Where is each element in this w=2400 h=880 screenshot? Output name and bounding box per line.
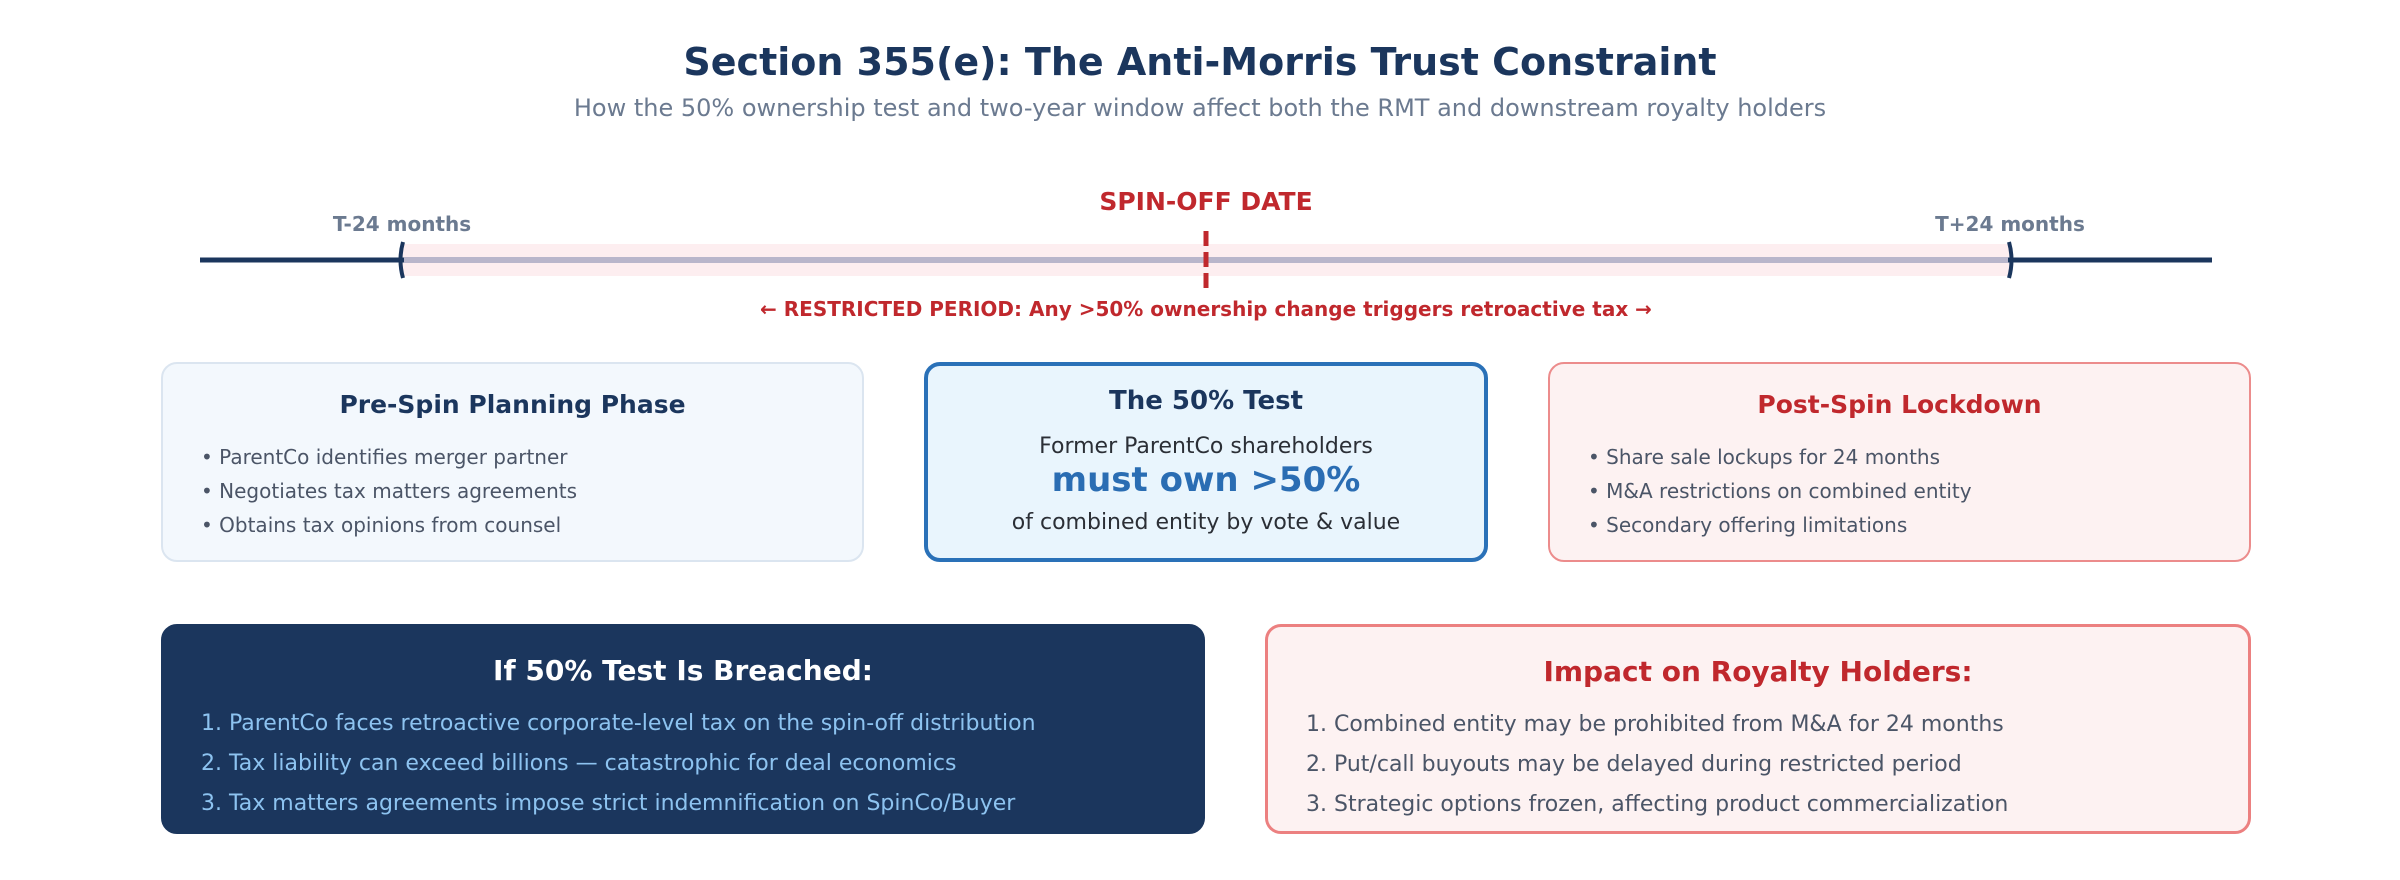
list-item: 1. ParentCo faces retroactive corporate-… bbox=[201, 711, 1036, 736]
list-item: • Secondary offering limitations bbox=[1588, 513, 1908, 537]
end-label: T+24 months bbox=[1935, 212, 2085, 236]
list-item: • Share sale lockups for 24 months bbox=[1588, 445, 1941, 469]
post-spin-title: Post-Spin Lockdown bbox=[1757, 390, 2042, 419]
list-item: 1. Combined entity may be prohibited fro… bbox=[1306, 712, 2004, 737]
impact-list: 1. Combined entity may be prohibited fro… bbox=[1306, 705, 2008, 825]
breach-list: 1. ParentCo faces retroactive corporate-… bbox=[201, 704, 1036, 824]
test-title: The 50% Test bbox=[1108, 386, 1304, 416]
royalty-impact-box: Impact on Royalty Holders: 1. Combined e… bbox=[1265, 624, 2251, 834]
start-label: T-24 months bbox=[333, 212, 471, 236]
fifty-percent-test-box: The 50% Test Former ParentCo shareholder… bbox=[924, 362, 1488, 562]
list-item: • M&A restrictions on combined entity bbox=[1588, 479, 1972, 503]
test-line-combined-entity: of combined entity by vote & value bbox=[1011, 510, 1401, 535]
test-emphasis: must own >50% bbox=[1051, 460, 1361, 500]
spin-off-label: SPIN-OFF DATE bbox=[1099, 187, 1312, 216]
breach-title: If 50% Test Is Breached: bbox=[493, 654, 873, 687]
impact-title: Impact on Royalty Holders: bbox=[1543, 655, 1973, 688]
list-item: 2. Tax liability can exceed billions — c… bbox=[201, 751, 957, 776]
list-item: 2. Put/call buyouts may be delayed durin… bbox=[1306, 752, 1962, 777]
list-item: 3. Strategic options frozen, affecting p… bbox=[1306, 792, 2009, 817]
page-title: Section 355(e): The Anti-Morris Trust Co… bbox=[683, 40, 1717, 84]
breach-consequences-box: If 50% Test Is Breached: 1. ParentCo fac… bbox=[161, 624, 1205, 834]
page-subtitle: How the 50% ownership test and two-year … bbox=[573, 94, 1827, 122]
post-spin-list: • Share sale lockups for 24 months • M&A… bbox=[1588, 440, 1972, 542]
test-line-shareholders: Former ParentCo shareholders bbox=[1039, 434, 1373, 459]
pre-spin-list: • ParentCo identifies merger partner • N… bbox=[201, 440, 577, 542]
pre-spin-planning-box: Pre-Spin Planning Phase • ParentCo ident… bbox=[161, 362, 864, 562]
post-spin-lockdown-box: Post-Spin Lockdown • Share sale lockups … bbox=[1548, 362, 2251, 562]
list-item: 3. Tax matters agreements impose strict … bbox=[201, 791, 1016, 816]
list-item: • Negotiates tax matters agreements bbox=[201, 479, 578, 503]
restricted-period-label: ← RESTRICTED PERIOD: Any >50% ownership … bbox=[760, 297, 1652, 321]
end-bracket bbox=[2007, 241, 2014, 279]
list-item: • ParentCo identifies merger partner bbox=[201, 445, 568, 469]
list-item: • Obtains tax opinions from counsel bbox=[201, 513, 562, 537]
start-bracket bbox=[398, 241, 405, 279]
pre-spin-title: Pre-Spin Planning Phase bbox=[339, 390, 686, 419]
